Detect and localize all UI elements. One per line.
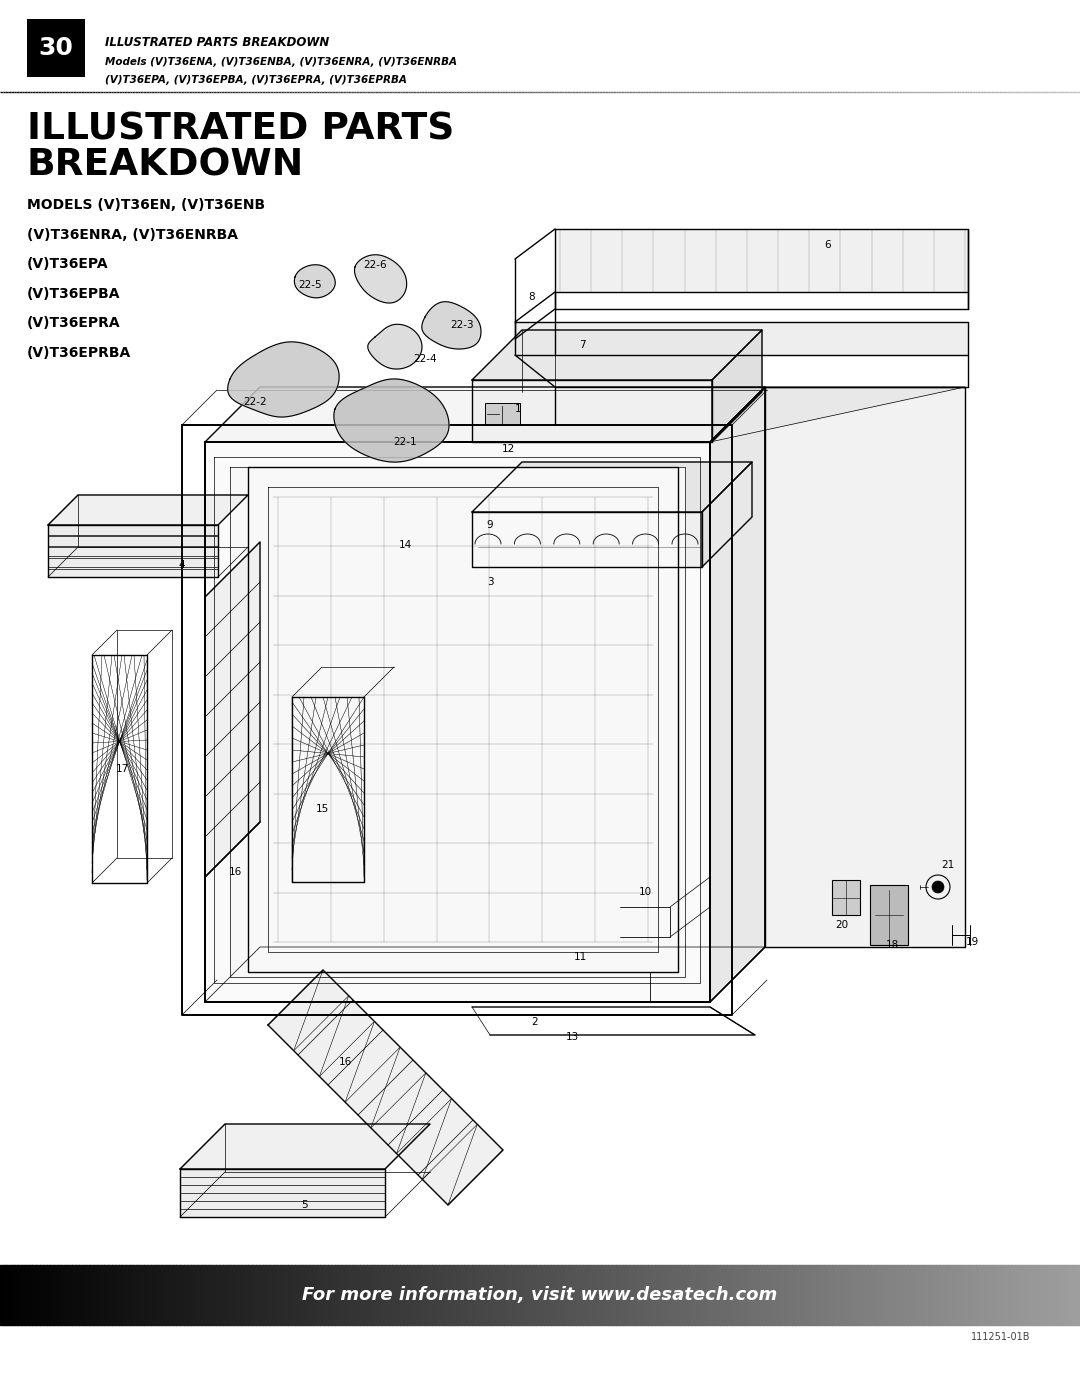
Text: (V)T36EPA, (V)T36EPBA, (V)T36EPRA, (V)T36EPRBA: (V)T36EPA, (V)T36EPBA, (V)T36EPRA, (V)T3… [105, 75, 407, 85]
Polygon shape [368, 324, 422, 369]
Text: 9: 9 [487, 520, 494, 529]
Text: 1: 1 [515, 404, 522, 414]
Text: 22-2: 22-2 [243, 397, 267, 407]
Polygon shape [205, 542, 260, 877]
Text: 22-5: 22-5 [298, 279, 322, 291]
Text: MODELS (V)T36EN, (V)T36ENB: MODELS (V)T36EN, (V)T36ENB [27, 198, 265, 212]
Text: 16: 16 [338, 1058, 352, 1067]
Bar [27, 20, 85, 77]
Text: 20: 20 [836, 921, 849, 930]
Bar [485, 402, 519, 425]
Text: 10: 10 [638, 887, 651, 897]
Polygon shape [205, 441, 710, 1002]
Text: 18: 18 [886, 940, 899, 950]
Polygon shape [472, 511, 702, 567]
Polygon shape [48, 495, 248, 525]
Text: 3: 3 [487, 577, 494, 587]
Text: (V)T36EPBA: (V)T36EPBA [27, 286, 121, 300]
Text: Models (V)T36ENA, (V)T36ENBA, (V)T36ENRA, (V)T36ENRBA: Models (V)T36ENA, (V)T36ENBA, (V)T36ENRA… [105, 57, 457, 67]
Polygon shape [268, 970, 503, 1206]
Polygon shape [48, 525, 218, 577]
Text: 12: 12 [501, 444, 515, 454]
Polygon shape [710, 387, 765, 1002]
Polygon shape [712, 330, 762, 441]
Polygon shape [354, 254, 407, 303]
Text: (V)T36EPRA: (V)T36EPRA [27, 316, 121, 330]
Text: 11: 11 [573, 951, 586, 963]
Polygon shape [228, 342, 339, 418]
Text: 22-4: 22-4 [414, 353, 436, 365]
Text: 17: 17 [116, 764, 129, 774]
Text: 5: 5 [301, 1200, 308, 1210]
Text: 7: 7 [579, 339, 585, 351]
Text: BREAKDOWN: BREAKDOWN [27, 147, 305, 183]
Text: 22-6: 22-6 [363, 260, 387, 270]
Text: 16: 16 [228, 868, 242, 877]
Bar [870, 886, 908, 944]
Circle shape [932, 882, 944, 893]
Text: 2: 2 [531, 1017, 538, 1027]
Text: ILLUSTRATED PARTS BREAKDOWN: ILLUSTRATED PARTS BREAKDOWN [105, 35, 329, 49]
Text: 8: 8 [529, 292, 536, 302]
Polygon shape [765, 387, 966, 947]
Polygon shape [710, 387, 966, 441]
Polygon shape [472, 462, 752, 511]
Bar [832, 880, 860, 915]
Text: (V)T36EPRBA: (V)T36EPRBA [27, 345, 132, 359]
Polygon shape [710, 387, 765, 1002]
Polygon shape [472, 330, 762, 380]
Polygon shape [295, 265, 335, 298]
Text: 30: 30 [39, 36, 73, 60]
Polygon shape [515, 321, 968, 355]
Text: 111251-01B: 111251-01B [971, 1331, 1030, 1343]
Text: 4: 4 [178, 560, 186, 570]
Polygon shape [205, 387, 765, 441]
Text: 15: 15 [315, 805, 328, 814]
Polygon shape [230, 467, 685, 977]
Text: 21: 21 [942, 861, 955, 870]
Text: 19: 19 [966, 937, 978, 947]
Text: For more information, visit www.desatech.com: For more information, visit www.desatech… [302, 1287, 778, 1303]
Text: 13: 13 [565, 1032, 579, 1042]
Polygon shape [555, 229, 968, 292]
Text: 22-1: 22-1 [393, 437, 417, 447]
Polygon shape [702, 462, 752, 567]
Text: ILLUSTRATED PARTS: ILLUSTRATED PARTS [27, 110, 455, 147]
Polygon shape [180, 1169, 384, 1217]
Text: 22-3: 22-3 [450, 320, 474, 330]
Polygon shape [472, 380, 712, 441]
Polygon shape [422, 302, 481, 349]
Text: (V)T36EPA: (V)T36EPA [27, 257, 109, 271]
Text: (V)T36ENRA, (V)T36ENRBA: (V)T36ENRA, (V)T36ENRBA [27, 228, 238, 242]
Text: 6: 6 [825, 240, 832, 250]
Polygon shape [334, 379, 449, 462]
Polygon shape [180, 1125, 430, 1169]
Text: 14: 14 [399, 541, 411, 550]
